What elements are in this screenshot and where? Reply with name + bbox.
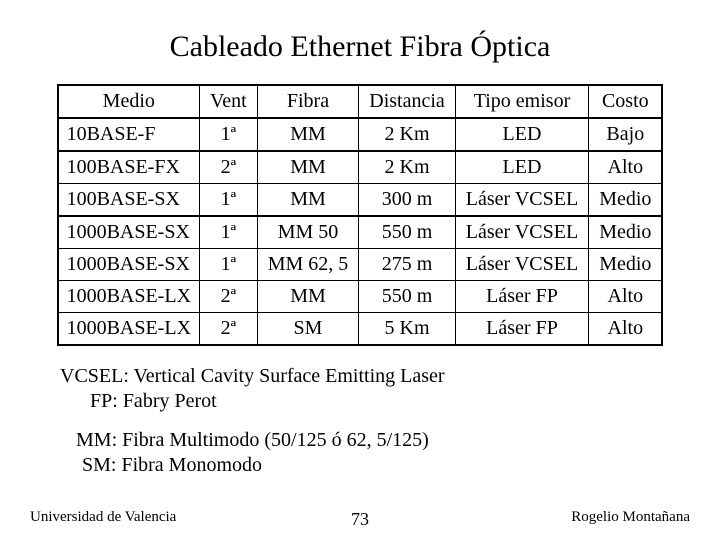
cell-medio: 100BASE-FX [58, 151, 200, 184]
cell-vent: 1ª [200, 184, 258, 217]
cell-emisor: Láser VCSEL [455, 249, 588, 281]
mm-label: MM: [76, 429, 117, 451]
cell-vent: 1ª [200, 216, 258, 249]
cell-costo: Medio [589, 249, 663, 281]
cell-dist: 2 Km [359, 151, 456, 184]
col-costo: Costo [589, 85, 663, 118]
slide-title: Cableado Ethernet Fibra Óptica [40, 30, 680, 64]
cell-dist: 550 m [359, 281, 456, 313]
cell-emisor: LED [455, 118, 588, 151]
col-medio: Medio [58, 85, 200, 118]
sm-text: Fibra Monomodo [121, 454, 262, 476]
cell-medio: 1000BASE-LX [58, 281, 200, 313]
legend-notes: VCSEL: Vertical Cavity Surface Emitting … [60, 364, 680, 478]
table-row: 100BASE-SX1ªMM300 mLáser VCSELMedio [58, 184, 663, 217]
cell-fibra: MM 50 [257, 216, 359, 249]
footer-right: Rogelio Montañana [571, 509, 690, 526]
cell-medio: 1000BASE-SX [58, 249, 200, 281]
cell-costo: Medio [589, 216, 663, 249]
cell-emisor: Láser VCSEL [455, 184, 588, 217]
cell-costo: Medio [589, 184, 663, 217]
cell-emisor: Láser VCSEL [455, 216, 588, 249]
cell-fibra: MM [257, 151, 359, 184]
table-row: 1000BASE-LX2ªSM5 KmLáser FPAlto [58, 313, 663, 346]
sm-label: SM: [82, 454, 116, 476]
cell-dist: 300 m [359, 184, 456, 217]
cell-medio: 1000BASE-SX [58, 216, 200, 249]
cell-dist: 5 Km [359, 313, 456, 346]
fp-label: FP: [90, 390, 118, 412]
cell-fibra: MM [257, 281, 359, 313]
slide-footer: Universidad de Valencia 73 Rogelio Monta… [0, 509, 720, 526]
cell-vent: 2ª [200, 281, 258, 313]
cell-fibra: SM [257, 313, 359, 346]
cell-costo: Alto [589, 281, 663, 313]
cell-costo: Bajo [589, 118, 663, 151]
cell-vent: 2ª [200, 151, 258, 184]
cell-medio: 10BASE-F [58, 118, 200, 151]
cell-medio: 1000BASE-LX [58, 313, 200, 346]
col-distancia: Distancia [359, 85, 456, 118]
cell-vent: 1ª [200, 118, 258, 151]
footer-left: Universidad de Valencia [30, 509, 176, 526]
vcsel-text: Vertical Cavity Surface Emitting Laser [134, 365, 445, 387]
cell-emisor: LED [455, 151, 588, 184]
table-row: 10BASE-F1ªMM2 KmLEDBajo [58, 118, 663, 151]
cell-costo: Alto [589, 313, 663, 346]
table-row: 1000BASE-SX1ªMM 50550 mLáser VCSELMedio [58, 216, 663, 249]
mm-text: Fibra Multimodo (50/125 ó 62, 5/125) [122, 429, 429, 451]
footer-page: 73 [351, 509, 369, 530]
cell-dist: 275 m [359, 249, 456, 281]
vcsel-label: VCSEL: [60, 365, 129, 387]
cell-fibra: MM [257, 184, 359, 217]
cell-costo: Alto [589, 151, 663, 184]
cell-vent: 2ª [200, 313, 258, 346]
cell-dist: 2 Km [359, 118, 456, 151]
col-vent: Vent [200, 85, 258, 118]
cell-dist: 550 m [359, 216, 456, 249]
cell-fibra: MM [257, 118, 359, 151]
table-row: 100BASE-FX2ªMM2 KmLEDAlto [58, 151, 663, 184]
col-fibra: Fibra [257, 85, 359, 118]
cell-medio: 100BASE-SX [58, 184, 200, 217]
table-row: 1000BASE-SX1ªMM 62, 5275 mLáser VCSELMed… [58, 249, 663, 281]
cell-vent: 1ª [200, 249, 258, 281]
cell-fibra: MM 62, 5 [257, 249, 359, 281]
table-header-row: Medio Vent Fibra Distancia Tipo emisor C… [58, 85, 663, 118]
fiber-table: Medio Vent Fibra Distancia Tipo emisor C… [57, 84, 664, 346]
cell-emisor: Láser FP [455, 313, 588, 346]
table-row: 1000BASE-LX2ªMM550 mLáser FPAlto [58, 281, 663, 313]
fp-text: Fabry Perot [123, 390, 217, 412]
col-tipo-emisor: Tipo emisor [455, 85, 588, 118]
cell-emisor: Láser FP [455, 281, 588, 313]
